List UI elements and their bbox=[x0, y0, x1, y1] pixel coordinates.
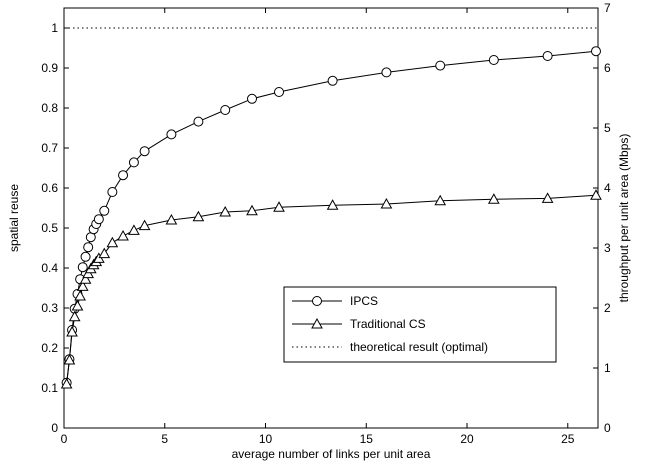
data-point bbox=[117, 229, 129, 241]
legend-entry: IPCS bbox=[292, 294, 378, 308]
y-tick-label: 0 bbox=[51, 421, 58, 435]
data-point bbox=[488, 55, 499, 65]
y-axis-left: 0 0.1 0.2 0.3 0.4 0.5 0.6 0.7 0.8 0.9 1 bbox=[41, 21, 69, 435]
data-point bbox=[71, 299, 84, 311]
data-point bbox=[118, 170, 129, 181]
data-point bbox=[80, 251, 91, 262]
y-tick-label: 0.1 bbox=[41, 381, 58, 395]
y-tick-label: 1 bbox=[51, 21, 58, 35]
x-tick-label: 25 bbox=[561, 432, 575, 446]
data-point bbox=[220, 105, 231, 115]
data-point bbox=[381, 67, 392, 78]
data-point bbox=[74, 289, 86, 301]
data-point bbox=[138, 219, 151, 231]
plot-border bbox=[63, 7, 599, 429]
data-point bbox=[99, 205, 110, 216]
data-point bbox=[247, 93, 258, 104]
y-tick-label: 0.8 bbox=[41, 101, 58, 115]
data-point bbox=[274, 87, 285, 97]
data-point bbox=[193, 116, 204, 127]
data-point bbox=[273, 201, 285, 212]
y-axis-title: spatial reuse bbox=[7, 184, 21, 252]
data-point bbox=[542, 51, 553, 61]
legend-label: Traditional CS bbox=[350, 317, 426, 331]
legend-label: theoretical result (optimal) bbox=[350, 340, 488, 354]
data-point bbox=[380, 197, 393, 209]
y2-tick-label: 1 bbox=[604, 361, 611, 375]
y2-tick-label: 7 bbox=[604, 1, 611, 15]
y-tick-label: 0.6 bbox=[41, 181, 58, 195]
data-point bbox=[434, 194, 447, 206]
data-point bbox=[487, 193, 500, 204]
data-point bbox=[326, 199, 339, 210]
y-tick-label: 0.4 bbox=[41, 261, 58, 275]
legend-swatch-marker bbox=[311, 317, 323, 329]
data-point bbox=[541, 192, 554, 203]
x-axis: 0 5 10 15 20 25 bbox=[61, 8, 575, 446]
data-point bbox=[76, 280, 89, 291]
legend-entry: Traditional CS bbox=[292, 317, 426, 331]
data-point bbox=[93, 214, 104, 225]
legend-label: IPCS bbox=[350, 294, 378, 308]
data-point bbox=[79, 273, 92, 284]
data-point bbox=[128, 157, 139, 168]
data-point bbox=[139, 146, 150, 157]
data-point bbox=[219, 205, 232, 217]
legend: IPCS Traditional CS theoretical result (op… bbox=[283, 286, 557, 363]
data-point bbox=[63, 353, 76, 365]
y2-tick-label: 6 bbox=[604, 61, 611, 75]
data-point bbox=[107, 187, 118, 197]
data-point bbox=[590, 46, 601, 57]
data-point bbox=[77, 262, 88, 273]
x-tick-label: 5 bbox=[161, 432, 168, 446]
data-point bbox=[68, 310, 81, 322]
data-point bbox=[166, 129, 177, 140]
y2-axis-title: throughput per unit area (Mbps) bbox=[617, 134, 631, 303]
data-point bbox=[66, 325, 78, 337]
legend-swatch-marker bbox=[312, 296, 322, 306]
data-point bbox=[60, 377, 73, 389]
y-tick-label: 0.7 bbox=[41, 141, 58, 155]
series-layer bbox=[60, 27, 602, 389]
x-axis-title: average number of links per unit area bbox=[232, 447, 431, 461]
y-tick-label: 0.2 bbox=[41, 341, 58, 355]
y2-tick-label: 5 bbox=[604, 121, 611, 135]
data-point bbox=[246, 204, 258, 216]
x-tick-label: 10 bbox=[259, 432, 273, 446]
data-point bbox=[83, 242, 94, 253]
data-point bbox=[327, 75, 338, 86]
data-point bbox=[192, 210, 205, 222]
x-tick-label: 0 bbox=[61, 432, 68, 446]
series-triangle-1 bbox=[60, 189, 602, 389]
y2-tick-label: 0 bbox=[604, 421, 611, 435]
legend-entry: theoretical result (optimal) bbox=[292, 340, 488, 354]
x-tick-label: 20 bbox=[460, 432, 474, 446]
data-point bbox=[590, 189, 602, 200]
y2-tick-label: 4 bbox=[604, 181, 611, 195]
data-point bbox=[128, 224, 140, 235]
y-axis-right: 0 1 2 3 4 5 6 7 bbox=[593, 1, 611, 435]
y-tick-label: 0.5 bbox=[41, 221, 58, 235]
y-tick-label: 0.3 bbox=[41, 301, 58, 315]
data-point bbox=[98, 247, 111, 259]
y-tick-label: 0.9 bbox=[41, 61, 58, 75]
x-tick-label: 15 bbox=[360, 432, 374, 446]
plot-area bbox=[63, 7, 599, 429]
y2-tick-label: 3 bbox=[604, 241, 611, 255]
data-point bbox=[165, 213, 178, 225]
y2-tick-label: 2 bbox=[604, 301, 611, 315]
data-point bbox=[106, 236, 119, 248]
data-point bbox=[435, 60, 446, 71]
